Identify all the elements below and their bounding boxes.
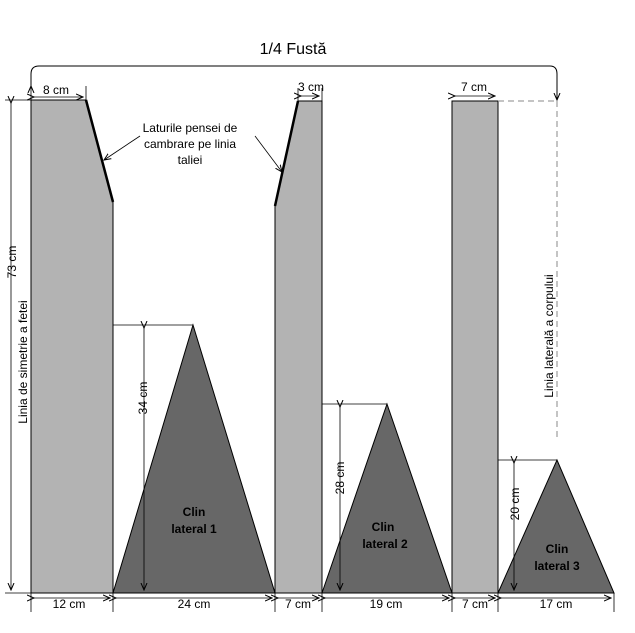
bottom-label-1: 12 cm bbox=[53, 597, 86, 611]
top-label-panel3: 7 cm bbox=[461, 80, 487, 94]
annotation-line3: taliei bbox=[178, 153, 203, 167]
bottom-dimensions: 12 cm 24 cm 7 cm 19 cm 7 cm 17 cm bbox=[31, 593, 615, 612]
bottom-label-6: 17 cm bbox=[540, 597, 573, 611]
gore3-label-line2: lateral 3 bbox=[534, 559, 580, 573]
annotation-arrow-left bbox=[104, 135, 141, 160]
gore2-label-line1: Clin bbox=[372, 520, 395, 534]
side-panel bbox=[451, 100, 499, 594]
gore3-label-line1: Clin bbox=[546, 542, 569, 556]
quarter-skirt-bracket bbox=[31, 65, 557, 100]
bottom-label-5: 7 cm bbox=[462, 597, 488, 611]
gore3-height-label: 20 cm bbox=[508, 488, 522, 521]
gore1-height-label: 34 cm bbox=[136, 382, 150, 415]
front-panel bbox=[30, 99, 114, 594]
bottom-label-4: 19 cm bbox=[370, 597, 403, 611]
bottom-label-2: 24 cm bbox=[178, 597, 211, 611]
annotation-line1: Laturile pensei de bbox=[143, 121, 238, 135]
top-label-panel1: 8 cm bbox=[43, 83, 69, 97]
gore1-label-line1: Clin bbox=[183, 505, 206, 519]
gore-2 bbox=[321, 402, 453, 594]
top-label-panel2: 3 cm bbox=[298, 80, 324, 94]
gore2-height-label: 28 cm bbox=[333, 462, 347, 495]
side-line-label: Linia laterală a corpului bbox=[542, 274, 556, 397]
gore2-label-line2: lateral 2 bbox=[362, 537, 408, 551]
gore-3 bbox=[497, 458, 615, 594]
gore1-label-line2: lateral 1 bbox=[171, 522, 217, 536]
gore-1 bbox=[112, 323, 276, 594]
dart-edge-front bbox=[84, 99, 115, 203]
annotation-line2: cambrare pe linia bbox=[144, 137, 236, 151]
height-total-label: 73 cm bbox=[5, 246, 19, 279]
diagram-title: 1/4 Fustă bbox=[260, 41, 327, 58]
annotation-arrow-right bbox=[254, 135, 282, 172]
dart-edge-middle bbox=[273, 100, 300, 207]
symmetry-line-label: Linia de simetrie a fetei bbox=[16, 300, 30, 423]
bottom-label-3: 7 cm bbox=[285, 597, 311, 611]
